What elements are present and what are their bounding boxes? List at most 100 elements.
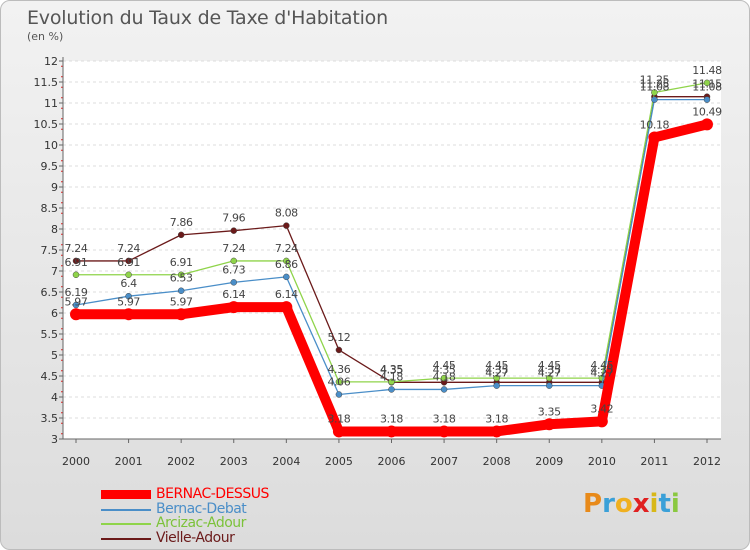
data-label: 4.35: [380, 363, 403, 376]
data-point: [125, 257, 132, 265]
data-label: 4.27: [590, 367, 613, 380]
data-label: 5.12: [327, 331, 350, 344]
data-label: 4.18: [433, 370, 456, 383]
y-tick-label: 10.5: [34, 118, 59, 131]
data-label: 6.14: [275, 288, 298, 301]
data-point: [388, 386, 395, 393]
data-point: [72, 301, 80, 309]
legend-swatch-arcizac-adour: [101, 523, 151, 525]
y-tick-label: 10: [44, 139, 58, 152]
legend-item-arcizac-adour[interactable]: Arcizac-Adour: [101, 515, 341, 531]
y-tick-label: 4: [51, 391, 58, 404]
data-label: 3.18: [485, 412, 508, 425]
data-point: [175, 308, 188, 321]
data-label: 8.08: [275, 207, 298, 220]
data-label: 3.18: [380, 412, 403, 425]
data-point: [335, 346, 343, 354]
legend-swatch-vielle-adour: [101, 537, 151, 540]
data-label: 11.25: [640, 78, 670, 91]
y-tick-label: 8.5: [41, 202, 59, 215]
data-point: [440, 386, 448, 393]
data-point: [388, 378, 395, 386]
legend-item-bernac-debat[interactable]: Bernac-Debat: [101, 501, 341, 517]
x-tick-label: 2004: [272, 455, 300, 468]
data-label: 11.48: [692, 64, 722, 77]
y-tick-label: 7.5: [41, 244, 59, 257]
x-tick-label: 2006: [378, 455, 406, 468]
data-label: 4.35: [590, 363, 613, 376]
data-label: 7.24: [222, 242, 245, 255]
data-point: [230, 227, 237, 234]
proxiti-logo: Proxiti: [583, 489, 680, 519]
data-label: 4.45: [485, 359, 508, 372]
y-tick-label: 5.5: [41, 328, 59, 341]
data-point: [546, 374, 553, 382]
legend-item-vielle-adour[interactable]: Vielle-Adour: [101, 529, 341, 546]
y-tick-label: 6.5: [41, 286, 59, 299]
data-label: 4.27: [538, 367, 561, 380]
data-point: [283, 257, 290, 265]
data-point: [440, 374, 448, 382]
x-tick-label: 2000: [62, 455, 90, 468]
data-label: 4.45: [590, 359, 613, 372]
data-label: 6.91: [117, 256, 140, 269]
data-point: [335, 391, 343, 398]
data-point: [72, 257, 80, 265]
data-point: [70, 308, 82, 321]
data-label: 11.08: [640, 81, 670, 94]
data-label: 6.14: [222, 288, 245, 301]
data-point: [177, 271, 185, 279]
data-label: 5.97: [170, 295, 193, 308]
data-point: [230, 257, 237, 265]
legend-label: BERNAC-DESSUS: [156, 486, 269, 502]
data-point: [280, 301, 293, 314]
y-tick-label: 8: [51, 223, 58, 236]
y-tick-label: 5: [51, 349, 58, 362]
logo-letter: P: [583, 489, 603, 519]
legend-label: Vielle-Adour: [156, 529, 235, 546]
y-tick-label: 9.5: [41, 160, 59, 173]
data-label: 6.73: [222, 263, 245, 276]
logo-letter: x: [632, 489, 650, 519]
data-point: [648, 131, 661, 144]
legend-swatch-bernac-dessus: [101, 490, 151, 499]
data-point: [72, 271, 80, 279]
logo-letter: i: [670, 489, 680, 519]
data-label: 7.96: [222, 212, 245, 225]
data-label: 4.35: [538, 363, 561, 376]
data-label: 3.18: [327, 412, 350, 425]
data-point: [332, 425, 345, 438]
data-label: 4.06: [327, 375, 350, 388]
data-label: 6.86: [275, 258, 298, 271]
y-tick-label: 6: [51, 307, 58, 320]
data-point: [283, 273, 290, 281]
logo-letter: i: [649, 489, 659, 519]
legend-item-bernac-dessus[interactable]: BERNAC-DESSUS: [101, 486, 341, 502]
data-point: [177, 287, 185, 294]
data-label: 4.27: [485, 367, 508, 380]
x-tick-label: 2002: [167, 455, 195, 468]
data-label: 3.18: [433, 412, 456, 425]
data-label: 7.24: [117, 242, 140, 255]
y-tick-label: 4.5: [41, 370, 59, 383]
y-tick-label: 12: [44, 55, 58, 68]
data-label: 11.25: [640, 74, 670, 87]
data-label: 4.45: [538, 359, 561, 372]
data-point: [703, 79, 711, 87]
y-tick-label: 7: [51, 265, 58, 278]
data-label: 4.35: [380, 363, 403, 376]
data-point: [125, 292, 132, 300]
data-label: 4.36: [327, 363, 350, 376]
y-tick-label: 9: [51, 181, 58, 194]
x-tick-label: 2005: [325, 455, 353, 468]
data-label: 4.18: [380, 370, 403, 383]
y-tick-label: 11: [44, 97, 58, 110]
chart-title: Evolution du Taux de Taxe d'Habitation: [27, 7, 388, 29]
data-label: 11.08: [692, 81, 722, 94]
data-point: [125, 271, 132, 279]
data-label: 7.24: [65, 242, 88, 255]
data-point: [493, 374, 500, 382]
y-tick-label: 11.5: [34, 76, 59, 89]
